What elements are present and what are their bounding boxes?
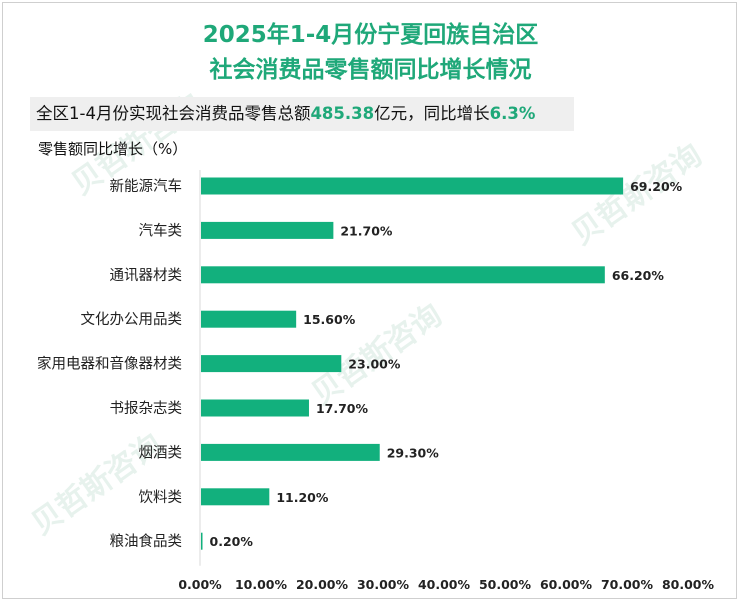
bar bbox=[201, 266, 605, 284]
x-tick-label: 30.00% bbox=[357, 577, 410, 592]
bar bbox=[201, 177, 624, 195]
category-label: 家用电器和音像器材类 bbox=[37, 356, 182, 373]
category-label: 饮料类 bbox=[139, 489, 183, 506]
category-label: 粮油食品类 bbox=[110, 533, 183, 550]
x-tick-label: 10.00% bbox=[235, 577, 288, 592]
x-tick-label: 20.00% bbox=[296, 577, 349, 592]
summary-prefix: 全区1-4月份实现社会消费品零售总额 bbox=[36, 104, 311, 123]
x-tick-label: 80.00% bbox=[662, 577, 715, 592]
data-label: 21.70% bbox=[340, 223, 393, 238]
category-label: 烟酒类 bbox=[139, 444, 183, 461]
bar bbox=[201, 221, 334, 239]
bar bbox=[201, 310, 297, 328]
x-tick-label: 70.00% bbox=[601, 577, 654, 592]
bar bbox=[201, 443, 380, 461]
category-label: 书报杂志类 bbox=[110, 400, 183, 417]
data-label: 69.20% bbox=[630, 179, 683, 194]
category-label: 通讯器材类 bbox=[110, 267, 183, 284]
data-label: 11.20% bbox=[276, 490, 329, 505]
x-tick-label: 50.00% bbox=[479, 577, 532, 592]
bar bbox=[201, 488, 270, 506]
bar bbox=[201, 532, 203, 550]
data-label: 66.20% bbox=[612, 268, 665, 283]
chart-title-line2: 社会消费品零售额同比增长情况 bbox=[209, 57, 532, 83]
data-label: 0.20% bbox=[210, 534, 254, 549]
summary-total: 485.38 bbox=[310, 104, 375, 123]
category-label: 汽车类 bbox=[139, 222, 183, 239]
category-label: 新能源汽车 bbox=[110, 178, 183, 195]
x-tick-label: 40.00% bbox=[418, 577, 471, 592]
data-label: 23.00% bbox=[348, 357, 401, 372]
summary-banner: 全区1-4月份实现社会消费品零售总额485.38亿元，同比增长6.3% bbox=[30, 97, 574, 131]
category-label: 文化办公用品类 bbox=[81, 311, 183, 328]
data-label: 29.30% bbox=[387, 445, 440, 460]
summary-middle: 亿元，同比增长 bbox=[374, 104, 490, 123]
data-label: 17.70% bbox=[316, 401, 369, 416]
x-tick-label: 60.00% bbox=[540, 577, 593, 592]
chart-title-line1: 2025年1-4月份宁夏回族自治区 bbox=[202, 22, 539, 48]
x-tick-label: 0.00% bbox=[178, 577, 222, 592]
summary-growth: 6.3% bbox=[489, 104, 536, 123]
bar bbox=[201, 399, 309, 417]
bar bbox=[201, 355, 342, 373]
data-label: 15.60% bbox=[303, 312, 356, 327]
y-axis-title: 零售额同比增长（%） bbox=[38, 140, 188, 158]
